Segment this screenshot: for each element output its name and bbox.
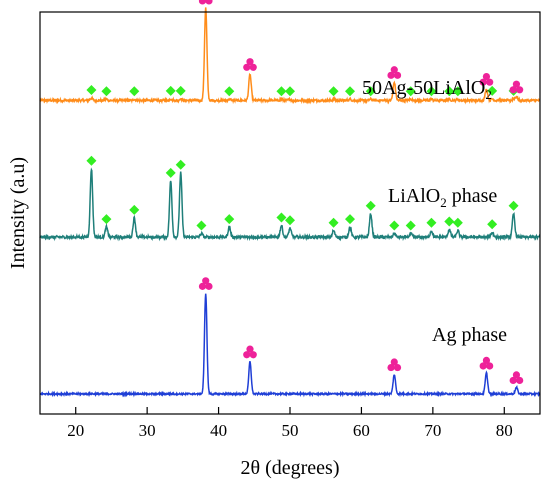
marker-composite-19 (487, 85, 498, 96)
marker-composite-14 (405, 86, 416, 97)
marker-ag-3-lobe-0 (482, 356, 491, 364)
marker-composite-18-lobe-1 (479, 78, 487, 86)
marker-lialo2-6 (224, 214, 235, 225)
marker-composite-2 (129, 86, 140, 97)
marker-composite-11 (345, 86, 355, 97)
marker-lialo2-2 (129, 204, 140, 215)
marker-composite-6 (224, 86, 235, 97)
series-line-lialo2 (39, 167, 541, 242)
marker-composite-13-lobe-1 (387, 71, 395, 79)
marker-lialo2-15 (444, 216, 455, 227)
plot-frame (39, 11, 541, 415)
marker-ag-0-lobe-1 (198, 282, 207, 290)
marker-ag-0-lobe-2 (205, 282, 213, 290)
marker-composite-21-lobe-1 (509, 86, 517, 94)
series-label-composite: 50Ag-50LiAlO2 (362, 77, 492, 102)
tick-layer: 20 30 40 50 60 70 80 (67, 407, 513, 440)
marker-ag-4 (509, 371, 524, 385)
marker-composite-10 (328, 86, 339, 97)
marker-lialo2-5 (196, 220, 207, 231)
marker-composite-12 (365, 86, 376, 97)
x-tick-label-5: 70 (424, 421, 441, 440)
marker-ag-3-lobe-2 (486, 362, 494, 370)
marker-composite-18-lobe-2 (486, 78, 494, 86)
marker-ag-1-lobe-0 (246, 345, 254, 353)
marker-lialo2-7 (276, 212, 287, 223)
marker-lialo2-10 (345, 214, 355, 225)
marker-composite-5-lobe-1 (198, 0, 207, 5)
marker-lialo2-17 (487, 219, 498, 230)
marker-composite-3 (165, 85, 176, 96)
marker-ag-4-lobe-0 (512, 371, 521, 379)
marker-ag-4-lobe-2 (516, 376, 524, 385)
marker-composite-5-lobe-2 (205, 0, 213, 5)
marker-composite-17 (452, 86, 463, 97)
marker-composite-18 (479, 72, 494, 86)
marker-composite-4 (175, 85, 186, 96)
marker-lialo2-18 (508, 200, 519, 211)
marker-ag-2 (387, 358, 402, 372)
series-label-ag: Ag phase (432, 324, 507, 346)
marker-composite-15 (426, 86, 437, 97)
marker-ag-1 (243, 345, 257, 359)
marker-composite-8 (276, 86, 287, 97)
marker-composite-0 (86, 85, 97, 96)
x-tick-label-1: 30 (139, 421, 156, 440)
marker-lialo2-8 (285, 215, 295, 226)
marker-ag-1-lobe-2 (249, 351, 257, 359)
marker-ag-4-lobe-1 (509, 376, 517, 385)
marker-ag-0-lobe-0 (202, 277, 210, 285)
series-line-composite (39, 7, 541, 105)
marker-composite-9 (285, 86, 295, 97)
marker-composite-21-lobe-2 (516, 86, 524, 94)
x-tick-label-4: 60 (353, 421, 370, 440)
x-tick-label-0: 20 (67, 421, 84, 440)
marker-composite-21-lobe-0 (512, 80, 521, 88)
marker-composite-7-lobe-2 (249, 63, 257, 71)
marker-lialo2-13 (405, 220, 416, 231)
marker-lialo2-1 (101, 214, 112, 225)
marker-ag-0 (198, 277, 213, 290)
marker-lialo2-0 (86, 155, 97, 166)
x-tick-label-3: 50 (282, 421, 299, 440)
y-axis-label: Intensity (a.u) (7, 157, 29, 269)
marker-layer (86, 0, 524, 385)
marker-composite-7 (243, 58, 257, 71)
marker-composite-13-lobe-0 (390, 66, 398, 74)
marker-lialo2-14 (426, 217, 437, 228)
marker-ag-3 (479, 356, 494, 370)
marker-lialo2-16 (452, 217, 463, 228)
marker-composite-5 (198, 0, 213, 5)
marker-lialo2-11 (365, 200, 376, 211)
marker-lialo2-12 (389, 220, 400, 231)
marker-lialo2-9 (328, 217, 339, 228)
x-tick-label-2: 40 (210, 421, 227, 440)
marker-composite-1 (101, 86, 112, 97)
marker-lialo2-3 (165, 167, 176, 178)
marker-ag-2-lobe-1 (387, 363, 395, 372)
series-label-lialo2: LiAlO2 phase (388, 185, 497, 210)
marker-composite-7-lobe-1 (243, 63, 251, 71)
marker-ag-2-lobe-2 (393, 363, 402, 372)
marker-composite-16 (444, 86, 455, 97)
x-tick-label-6: 80 (496, 421, 513, 440)
marker-composite-7-lobe-0 (246, 58, 254, 66)
marker-composite-18-lobe-0 (482, 72, 491, 81)
marker-ag-2-lobe-0 (390, 358, 398, 366)
series-line-ag (39, 293, 541, 398)
marker-lialo2-4 (175, 159, 186, 170)
marker-composite-21 (509, 80, 524, 94)
marker-ag-1-lobe-1 (243, 351, 251, 359)
series-layer (39, 7, 541, 398)
marker-composite-13 (387, 66, 402, 79)
x-axis-label: 2θ (degrees) (241, 457, 340, 479)
marker-composite-13-lobe-2 (393, 71, 402, 79)
marker-ag-3-lobe-1 (479, 362, 487, 370)
